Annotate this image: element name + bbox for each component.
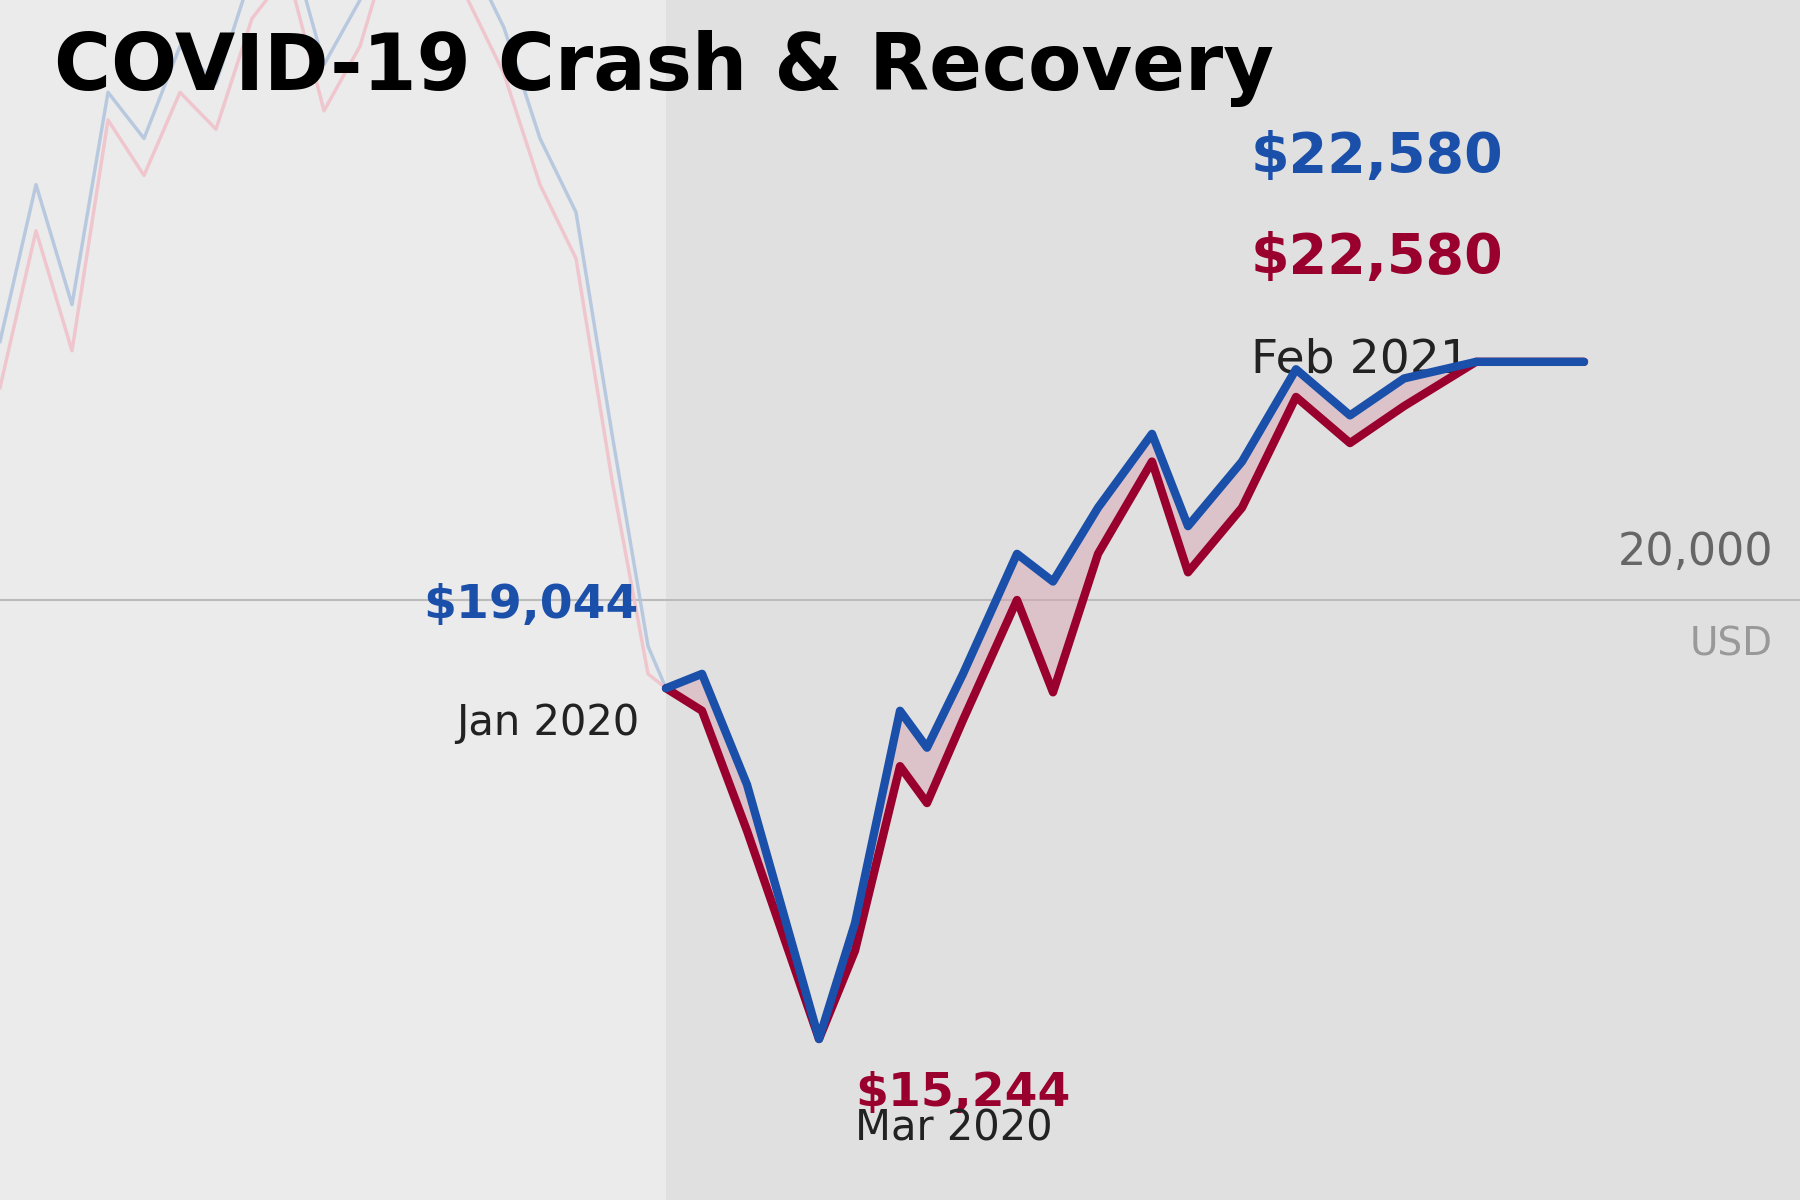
Text: Jan 2020: Jan 2020	[455, 702, 639, 744]
Text: COVID-19 Crash & Recovery: COVID-19 Crash & Recovery	[54, 30, 1274, 107]
Text: $22,580: $22,580	[1251, 232, 1503, 286]
Text: $15,244: $15,244	[855, 1072, 1071, 1116]
Bar	[666, 0, 1800, 1200]
Text: $19,044: $19,044	[423, 583, 639, 629]
Bar	[0, 0, 666, 1200]
Text: Feb 2021: Feb 2021	[1251, 337, 1471, 383]
Text: 20,000: 20,000	[1618, 532, 1773, 574]
Text: $22,580: $22,580	[1251, 130, 1503, 184]
Text: Mar 2020: Mar 2020	[855, 1108, 1053, 1150]
Text: USD: USD	[1690, 626, 1773, 664]
